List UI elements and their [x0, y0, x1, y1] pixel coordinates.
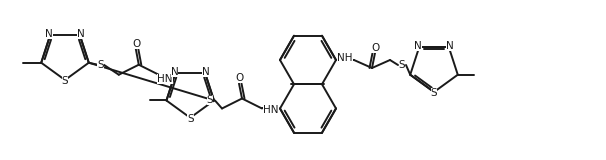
Text: N: N: [77, 29, 85, 39]
Text: S: S: [207, 96, 213, 105]
Text: O: O: [235, 73, 244, 84]
Text: N: N: [171, 67, 178, 76]
Text: S: S: [62, 76, 68, 86]
Text: HN: HN: [157, 74, 173, 84]
Text: S: S: [98, 60, 104, 70]
Text: N: N: [415, 41, 422, 51]
Text: NH: NH: [338, 53, 353, 63]
Text: S: S: [187, 114, 193, 124]
Text: O: O: [132, 39, 141, 49]
Text: S: S: [399, 60, 405, 70]
Text: HN: HN: [263, 105, 279, 116]
Text: S: S: [431, 88, 438, 98]
Text: O: O: [371, 43, 379, 53]
Text: N: N: [446, 41, 453, 51]
Text: N: N: [202, 67, 210, 76]
Text: N: N: [45, 29, 53, 39]
